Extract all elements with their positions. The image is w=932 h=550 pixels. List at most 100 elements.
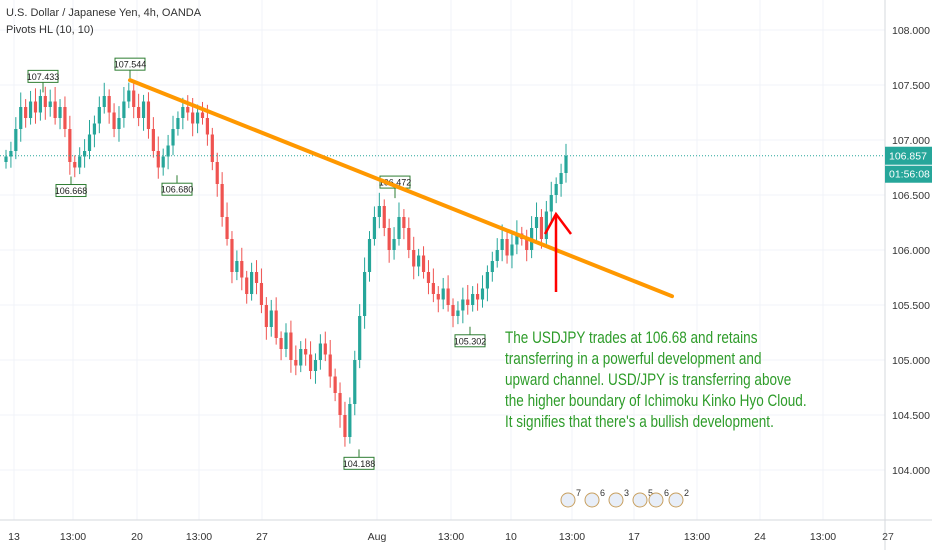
candle-body (264, 305, 268, 327)
pivot-label: 107.544 (114, 60, 147, 70)
candle-body (141, 101, 146, 118)
y-tick-label: 107.000 (892, 135, 930, 147)
candle-body (495, 250, 499, 261)
candle-body (554, 184, 558, 195)
candle-body (186, 107, 190, 113)
event-flag-icon (584, 492, 600, 508)
candle-body (28, 101, 33, 118)
x-tick-label: 13:00 (186, 531, 212, 543)
pivot-label-box (454, 334, 486, 348)
candle-body (308, 354, 313, 371)
x-tick-label: 27 (256, 531, 268, 543)
candle-body (171, 129, 175, 146)
candle-body (58, 107, 62, 118)
arrow-head (543, 211, 572, 235)
annotation-line: It signifies that there's a bullish deve… (505, 413, 774, 431)
countdown-tag-bg (885, 165, 932, 183)
candle-body (304, 349, 308, 355)
candle-body (97, 107, 101, 124)
candle-body (33, 101, 38, 113)
candle-body (14, 129, 18, 151)
candle-body (407, 228, 411, 250)
candle-body (151, 129, 155, 151)
y-tick-label: 108.000 (892, 25, 930, 37)
candle-body (421, 255, 426, 272)
candle-body (176, 118, 180, 129)
candle-body (446, 288, 450, 305)
candle-body (63, 107, 67, 129)
y-tick-label: 104.500 (892, 410, 930, 422)
candle-body (372, 217, 377, 239)
candle-body (402, 217, 406, 228)
candle-body (215, 162, 219, 184)
pivot-label-box (27, 69, 59, 83)
event-count: 7 (576, 488, 581, 498)
event-flag-icon (608, 492, 624, 508)
candle-body (146, 101, 151, 129)
x-tick-label: 20 (131, 531, 143, 543)
candle-body (205, 118, 210, 135)
candle-body (431, 283, 435, 294)
candle-body (397, 217, 401, 239)
candle-body (549, 195, 553, 212)
candle-body (318, 343, 322, 360)
candle-body (544, 211, 548, 239)
candle-body (279, 338, 283, 349)
candle-body (48, 101, 52, 107)
candle-body (417, 255, 421, 267)
candle-body (107, 96, 111, 113)
y-tick-label: 106.500 (892, 190, 930, 202)
x-tick-label: 10 (505, 531, 517, 543)
pivot-label-box (55, 184, 87, 198)
event-count: 2 (684, 488, 689, 498)
x-tick-label: 24 (754, 531, 766, 543)
candle-body (19, 107, 23, 129)
candle-body (200, 112, 205, 118)
candle-body (559, 173, 563, 184)
candle-body (338, 393, 342, 415)
analysis-annotation: The USDJPY trades at 106.68 and retains … (505, 328, 817, 433)
candle-body (82, 151, 87, 157)
event-flag-icon (560, 492, 576, 508)
x-tick-label: 13:00 (438, 531, 464, 543)
candle-body (230, 239, 234, 272)
candle-body (250, 272, 254, 294)
event-count: 6 (664, 488, 669, 498)
x-tick-label: 17 (628, 531, 640, 543)
candle-body (245, 277, 249, 294)
candle-body (382, 206, 386, 228)
candle-body (299, 349, 303, 366)
event-count: 3 (624, 488, 629, 498)
event-flag-icon (632, 492, 648, 508)
candle-body (161, 156, 165, 168)
pivot-label-box (161, 182, 193, 196)
candle-body (137, 107, 141, 118)
y-tick-label: 104.000 (892, 465, 930, 477)
candle-body (436, 294, 440, 300)
candle-body (485, 272, 490, 289)
candle-body (328, 354, 332, 377)
candle-body (461, 299, 465, 311)
annotation-line: The USDJPY trades at 106.68 and retains (505, 329, 758, 347)
candle-body (225, 217, 229, 239)
candle-body (127, 90, 131, 102)
candle-body (284, 332, 288, 349)
event-flag-icon (668, 492, 684, 508)
candle-body (102, 96, 106, 107)
candle-body (156, 151, 160, 168)
candle-body (490, 261, 494, 272)
candle-body (534, 217, 539, 228)
candle-body (539, 217, 544, 239)
candle-body (274, 310, 278, 338)
candle-body (53, 101, 57, 118)
candle-body (122, 101, 126, 118)
candle-body (456, 310, 460, 316)
candle-body (289, 332, 293, 360)
candle-body (367, 239, 372, 272)
candle-body (348, 404, 352, 437)
candle-body (259, 283, 264, 305)
candle-body (500, 239, 504, 250)
candle-body (426, 272, 431, 283)
candle-body (377, 206, 381, 217)
